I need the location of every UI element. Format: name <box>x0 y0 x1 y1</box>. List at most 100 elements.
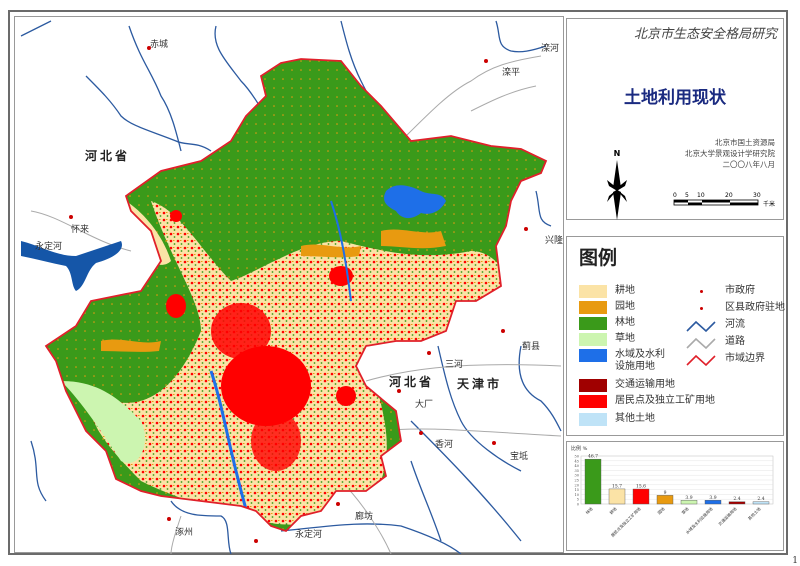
county-seat-marker <box>501 329 505 333</box>
legend-item: 草地 <box>579 333 635 346</box>
line-symbol-icon <box>683 319 719 332</box>
river <box>280 523 462 554</box>
label-chicheng: 赤城 <box>150 40 169 50</box>
scale-tick: 0 <box>673 192 677 199</box>
x-tick-label: 林地 <box>584 505 594 515</box>
line-symbol-icon <box>683 336 719 349</box>
legend-label: 耕地 <box>615 285 635 296</box>
scale-bar: 0 5 10 20 30 千米 <box>673 191 781 217</box>
legend-swatch <box>579 413 607 426</box>
y-tick-label: 10 <box>575 493 579 497</box>
y-tick-label: 40 <box>575 464 579 468</box>
y-tick-label: 0 <box>577 503 579 507</box>
legend-label: 草地 <box>615 333 635 344</box>
orchard-patches <box>381 229 446 249</box>
bar <box>728 501 746 505</box>
river <box>437 345 522 472</box>
road <box>400 55 542 142</box>
credit-line: 北京大学景观设计学研究院 <box>685 149 775 158</box>
label-huailai: 怀来 <box>71 225 90 235</box>
y-axis-label: 比例 % <box>571 445 588 452</box>
county-seat-marker <box>427 351 431 355</box>
urban-ext <box>211 303 271 359</box>
map-canvas <box>20 20 562 554</box>
credit-line: 二〇〇八年八月 <box>722 160 776 169</box>
county-seat-marker <box>167 517 171 521</box>
project-subtitle: 北京市生态安全格局研究 <box>633 27 777 42</box>
legend-label: 道路 <box>725 336 745 347</box>
river <box>214 25 264 112</box>
road <box>470 85 537 112</box>
label-yongdinghe-south: 永定河 <box>295 530 323 540</box>
legend-symbol-item: 河流 <box>683 319 745 332</box>
legend-swatch <box>579 395 607 408</box>
bar-value-label: 3.9 <box>709 495 716 501</box>
map-title: 土地利用现状 <box>624 88 726 108</box>
y-tick-label: 35 <box>575 469 579 473</box>
river <box>128 25 182 152</box>
river <box>170 500 232 554</box>
legend-label: 居民点及独立工矿用地 <box>615 395 715 406</box>
bar-value-label: 2.4 <box>733 496 740 502</box>
legend-swatch <box>579 379 607 392</box>
y-tick-label: 50 <box>575 455 579 459</box>
county-seat-marker <box>397 389 401 393</box>
legend-item: 水域及水利设施用地 <box>579 349 667 373</box>
bar <box>656 495 674 505</box>
credits: 北京市国土资源局 北京大学景观设计学研究院 二〇〇八年八月 <box>685 137 775 170</box>
river <box>535 190 552 227</box>
bar-value-label: 2.4 <box>757 496 764 502</box>
label-jixian: 蓟县 <box>522 342 541 352</box>
legend-swatch <box>579 301 607 314</box>
label-luanping: 滦平 <box>502 68 521 78</box>
bar <box>704 500 722 505</box>
label-luanhe: 滦河 <box>541 44 560 54</box>
scale-tick: 30 <box>753 192 761 199</box>
city-markers <box>69 46 528 543</box>
legend-item: 耕地 <box>579 285 635 298</box>
bar <box>632 488 650 505</box>
label-xianghe: 香河 <box>435 440 454 450</box>
county-seat-marker <box>524 227 528 231</box>
y-tick-label: 30 <box>575 474 579 478</box>
legend-title: 图例 <box>579 247 618 269</box>
x-tick-label: 草地 <box>680 505 690 515</box>
county-seat-marker <box>147 46 151 50</box>
county-seat-marker <box>336 502 340 506</box>
scale-tick: 5 <box>685 192 689 199</box>
county-seat-marker <box>484 59 488 63</box>
rivers <box>20 20 562 554</box>
river <box>495 20 547 53</box>
label-dachang: 大厂 <box>415 400 434 410</box>
road <box>170 515 182 554</box>
page-number: 1 <box>792 556 798 566</box>
legend-symbol-item: 市域边界 <box>683 353 765 366</box>
y-tick-label: 20 <box>575 483 579 487</box>
legend-label: 其他土地 <box>615 413 655 424</box>
legend-symbol-item: 市政府 <box>683 285 755 298</box>
point-symbol-icon <box>683 285 719 298</box>
river <box>410 460 442 542</box>
scale-unit: 千米 <box>763 200 775 208</box>
river <box>85 75 212 152</box>
label-hebei-nw: 河北省 <box>85 149 131 163</box>
legend-swatch <box>579 349 607 362</box>
label-baodi: 宝坻 <box>510 452 529 462</box>
bar <box>680 500 698 505</box>
legend-label: 区县政府驻地 <box>725 302 785 313</box>
outer-frame <box>8 10 788 555</box>
county-seat-marker <box>254 539 258 543</box>
legend-item: 交通运输用地 <box>579 379 675 392</box>
urban-south <box>251 411 301 471</box>
scale-tick: 10 <box>697 192 705 199</box>
legend-label: 市政府 <box>725 285 755 296</box>
label-tianjin: 天津市 <box>457 377 503 391</box>
bar-value-label: 15.6 <box>636 484 646 490</box>
bar-value-label: 46.7 <box>588 454 598 460</box>
y-tick-label: 15 <box>575 488 579 492</box>
point-symbol-icon <box>683 302 719 315</box>
bar-value-label: 3.9 <box>685 495 692 501</box>
county-seat-marker <box>492 441 496 445</box>
north-label: N <box>613 149 621 158</box>
legend-label: 园地 <box>615 301 635 312</box>
